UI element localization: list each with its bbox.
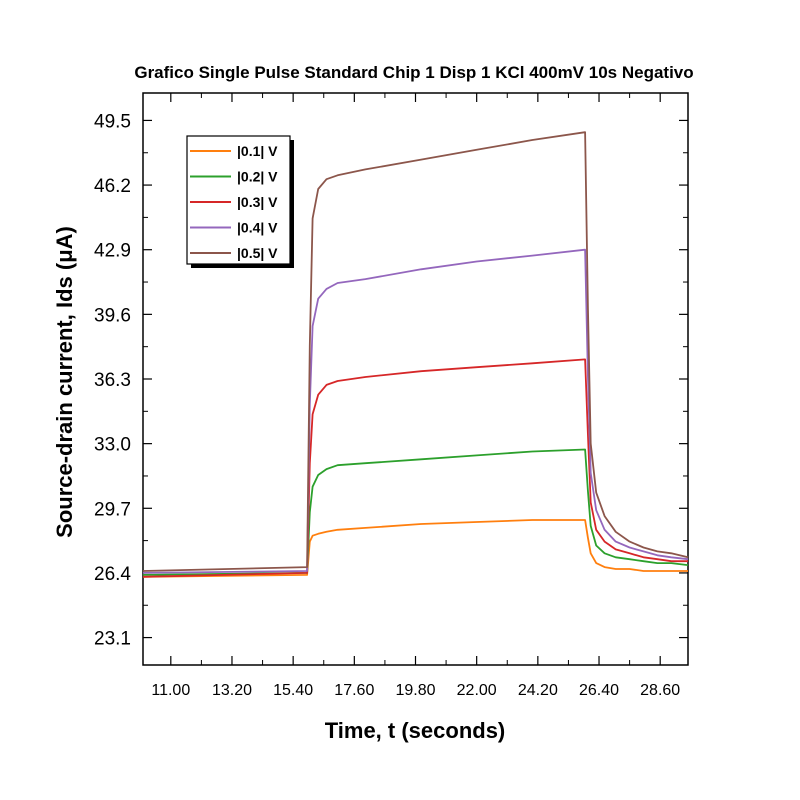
y-tick-label: 23.1 — [94, 629, 131, 650]
x-tick-label: 11.00 — [151, 682, 190, 699]
legend-entry: |0.4| V — [237, 220, 278, 236]
x-tick-label: 13.20 — [212, 682, 252, 699]
y-tick-label: 29.7 — [94, 499, 131, 520]
x-axis: 11.00 13.20 15.40 17.60 19.80 22.00 24.20 26.40… — [151, 93, 680, 699]
series-line-5 — [142, 131, 689, 572]
x-tick-label: 15.40 — [273, 682, 313, 699]
y-tick-label: 33.0 — [94, 435, 131, 456]
series-layer — [142, 131, 689, 578]
y-tick-label: 36.3 — [94, 370, 131, 391]
x-tick-label: 19.80 — [395, 682, 435, 699]
legend-entry: |0.1| V — [237, 143, 278, 159]
y-axis: 23.1 26.4 29.7 33.0 36.3 39.6 42.9 46.2 49.5 — [94, 111, 688, 650]
y-tick-label: 42.9 — [94, 241, 131, 262]
series-line-2 — [142, 448, 689, 576]
x-tick-label: 28.60 — [640, 682, 680, 699]
x-tick-label: 22.00 — [457, 682, 497, 699]
legend: |0.1| V |0.2| V |0.3| V |0.4| V |0.5| V — [186, 135, 294, 268]
y-tick-label: 26.4 — [94, 564, 131, 585]
legend-entry: |0.3| V — [237, 194, 278, 210]
y-tick-label: 49.5 — [94, 111, 131, 132]
series-line-4 — [142, 248, 689, 574]
legend-entry: |0.5| V — [237, 245, 278, 261]
x-axis-label: Time, t (seconds) — [325, 718, 506, 743]
x-tick-label: 17.60 — [334, 682, 374, 699]
x-tick-label: 26.40 — [579, 682, 619, 699]
x-tick-label: 24.20 — [518, 682, 558, 699]
series-line-1 — [142, 519, 688, 578]
chart-title: Grafico Single Pulse Standard Chip 1 Dis… — [134, 63, 693, 82]
y-tick-label: 46.2 — [94, 176, 131, 197]
y-axis-label: Source-drain current, Ids (μA) — [52, 226, 77, 538]
y-tick-label: 39.6 — [94, 305, 131, 326]
series-line-3 — [142, 358, 688, 578]
legend-entry: |0.2| V — [237, 169, 278, 185]
legend-box — [186, 135, 291, 265]
